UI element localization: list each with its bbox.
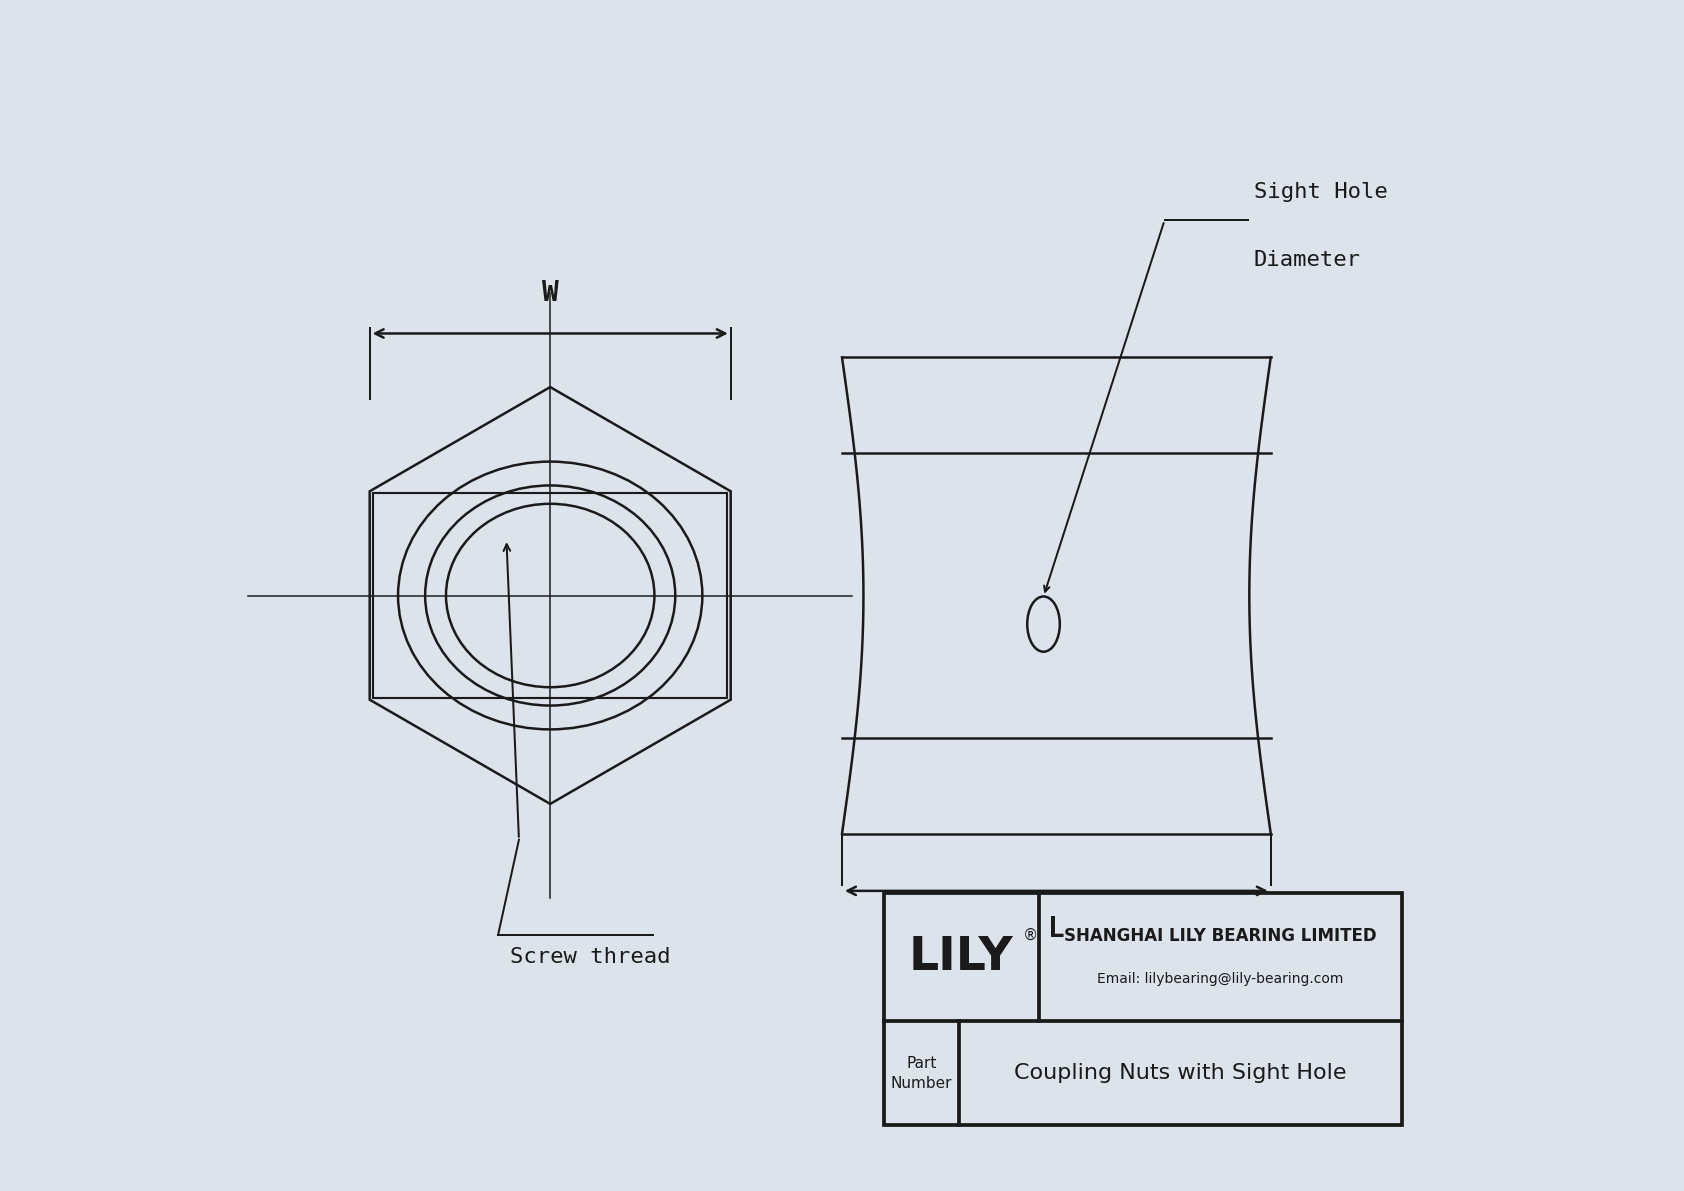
- Text: Sight Hole: Sight Hole: [1255, 182, 1388, 202]
- Text: Part
Number: Part Number: [891, 1056, 951, 1091]
- Text: Diameter: Diameter: [1255, 250, 1361, 270]
- Bar: [374, 493, 727, 698]
- Bar: [884, 893, 1401, 1125]
- Text: LILY: LILY: [909, 935, 1014, 980]
- Text: Screw thread: Screw thread: [510, 947, 670, 967]
- Text: SHANGHAI LILY BEARING LIMITED: SHANGHAI LILY BEARING LIMITED: [1064, 927, 1378, 944]
- Text: W: W: [542, 279, 559, 307]
- Text: Coupling Nuts with Sight Hole: Coupling Nuts with Sight Hole: [1014, 1064, 1347, 1084]
- Text: ®: ®: [1024, 928, 1039, 943]
- Text: L: L: [1047, 915, 1064, 943]
- Text: Email: lilybearing@lily-bearing.com: Email: lilybearing@lily-bearing.com: [1098, 972, 1344, 986]
